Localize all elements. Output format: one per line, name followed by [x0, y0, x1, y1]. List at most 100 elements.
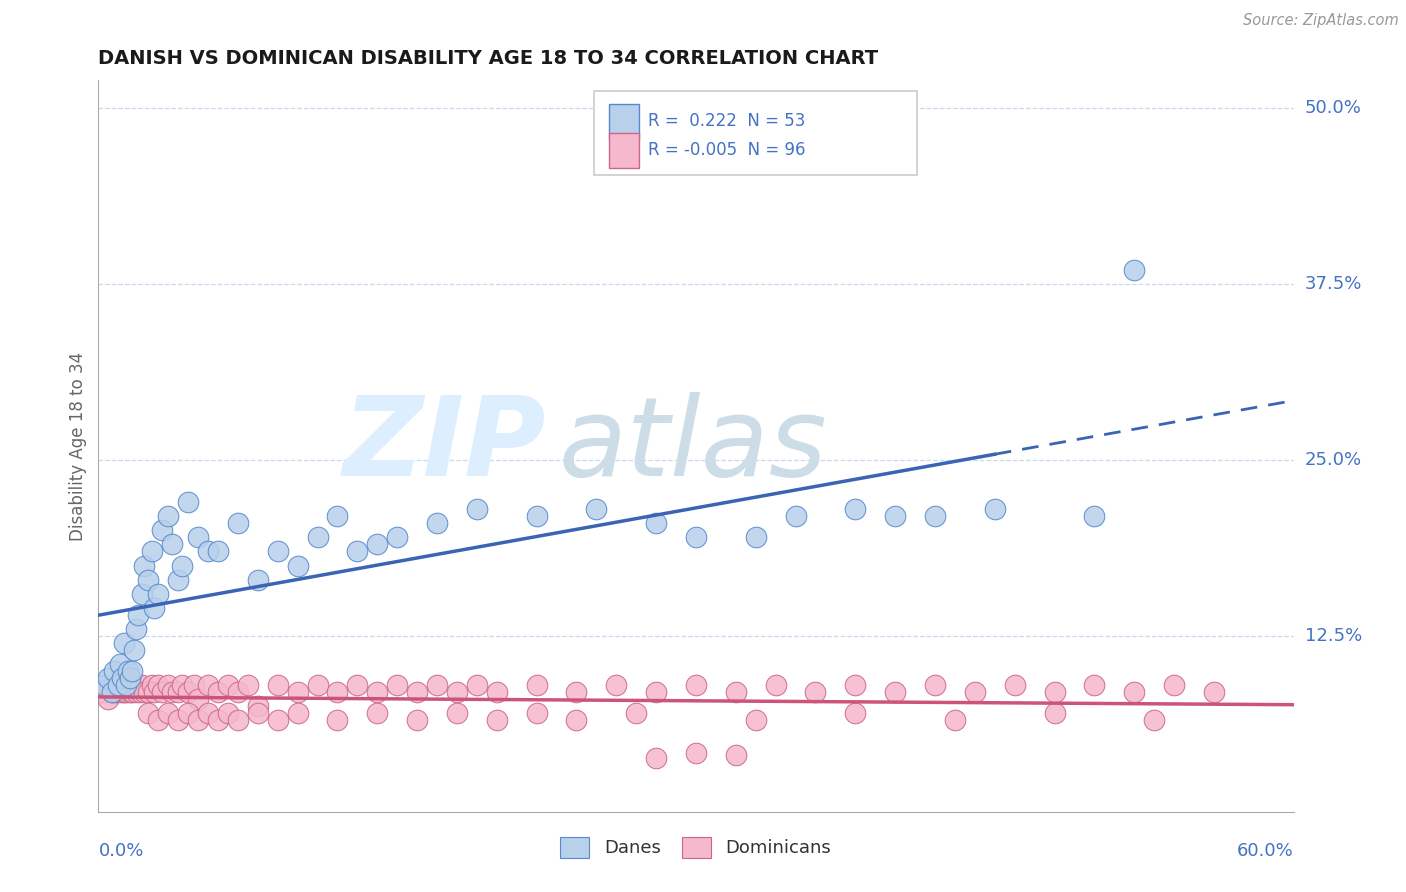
Point — [884, 685, 907, 699]
Point — [366, 685, 388, 699]
Point — [93, 678, 115, 692]
Point — [446, 706, 468, 721]
Point — [844, 502, 866, 516]
Point — [346, 678, 368, 692]
Point — [172, 558, 194, 573]
FancyBboxPatch shape — [595, 91, 917, 176]
Text: 37.5%: 37.5% — [1305, 276, 1362, 293]
Point — [745, 714, 768, 728]
Point — [207, 544, 229, 558]
Point — [136, 573, 159, 587]
Text: 12.5%: 12.5% — [1305, 627, 1362, 645]
Point — [844, 678, 866, 692]
Point — [111, 685, 134, 699]
Point — [1004, 678, 1026, 692]
Point — [103, 678, 125, 692]
Point — [924, 509, 946, 524]
Point — [526, 509, 548, 524]
Point — [197, 544, 219, 558]
Point — [134, 558, 156, 573]
Point — [724, 748, 747, 763]
Point — [645, 685, 668, 699]
Point — [125, 685, 148, 699]
Point — [127, 678, 149, 692]
FancyBboxPatch shape — [609, 103, 638, 139]
Point — [110, 678, 132, 692]
Point — [167, 714, 190, 728]
Point — [406, 714, 429, 728]
Point — [157, 678, 180, 692]
Point — [101, 685, 124, 699]
Point — [143, 600, 166, 615]
Point — [141, 544, 163, 558]
Point — [107, 678, 129, 692]
Point — [111, 671, 134, 685]
Point — [121, 664, 143, 678]
Point — [103, 664, 125, 678]
Point — [183, 678, 205, 692]
Point — [406, 685, 429, 699]
Point — [120, 685, 142, 699]
Point — [226, 685, 249, 699]
Point — [177, 495, 200, 509]
Point — [326, 509, 349, 524]
Point — [127, 607, 149, 622]
Point — [117, 664, 139, 678]
Point — [157, 509, 180, 524]
Point — [207, 685, 229, 699]
Point — [1043, 685, 1066, 699]
Point — [385, 678, 409, 692]
Text: 0.0%: 0.0% — [98, 842, 143, 860]
Point — [485, 685, 508, 699]
Point — [136, 685, 159, 699]
Point — [141, 678, 163, 692]
Point — [187, 530, 209, 544]
Point — [366, 706, 388, 721]
Point — [160, 685, 183, 699]
Text: atlas: atlas — [558, 392, 827, 500]
Text: ZIP: ZIP — [343, 392, 547, 500]
Point — [129, 685, 152, 699]
Point — [1123, 263, 1146, 277]
Point — [385, 530, 409, 544]
Point — [117, 678, 139, 692]
Point — [217, 678, 239, 692]
Point — [765, 678, 787, 692]
Point — [236, 678, 259, 692]
Point — [624, 706, 647, 721]
Point — [943, 714, 966, 728]
Point — [844, 706, 866, 721]
Point — [326, 685, 349, 699]
Point — [804, 685, 827, 699]
Point — [120, 671, 142, 685]
Point — [207, 714, 229, 728]
Point — [121, 685, 143, 699]
Point — [93, 685, 115, 699]
Point — [131, 678, 153, 692]
Point — [226, 516, 249, 531]
Point — [148, 587, 170, 601]
Legend: Danes, Dominicans: Danes, Dominicans — [554, 830, 838, 865]
Point — [465, 678, 488, 692]
Point — [1123, 685, 1146, 699]
Point — [167, 573, 190, 587]
Point — [197, 706, 219, 721]
Text: DANISH VS DOMINICAN DISABILITY AGE 18 TO 34 CORRELATION CHART: DANISH VS DOMINICAN DISABILITY AGE 18 TO… — [98, 48, 879, 68]
Text: R = -0.005  N = 96: R = -0.005 N = 96 — [648, 142, 806, 160]
Point — [565, 714, 588, 728]
Point — [246, 699, 269, 714]
Text: R =  0.222  N = 53: R = 0.222 N = 53 — [648, 112, 806, 129]
Point — [1083, 678, 1105, 692]
Point — [157, 706, 180, 721]
Point — [172, 678, 194, 692]
Point — [148, 714, 170, 728]
Point — [267, 714, 290, 728]
Point — [724, 685, 747, 699]
Point — [685, 746, 707, 760]
Point — [187, 692, 209, 706]
Point — [526, 706, 548, 721]
Point — [446, 685, 468, 699]
Point — [565, 685, 588, 699]
Text: 25.0%: 25.0% — [1305, 451, 1362, 469]
Point — [150, 685, 173, 699]
